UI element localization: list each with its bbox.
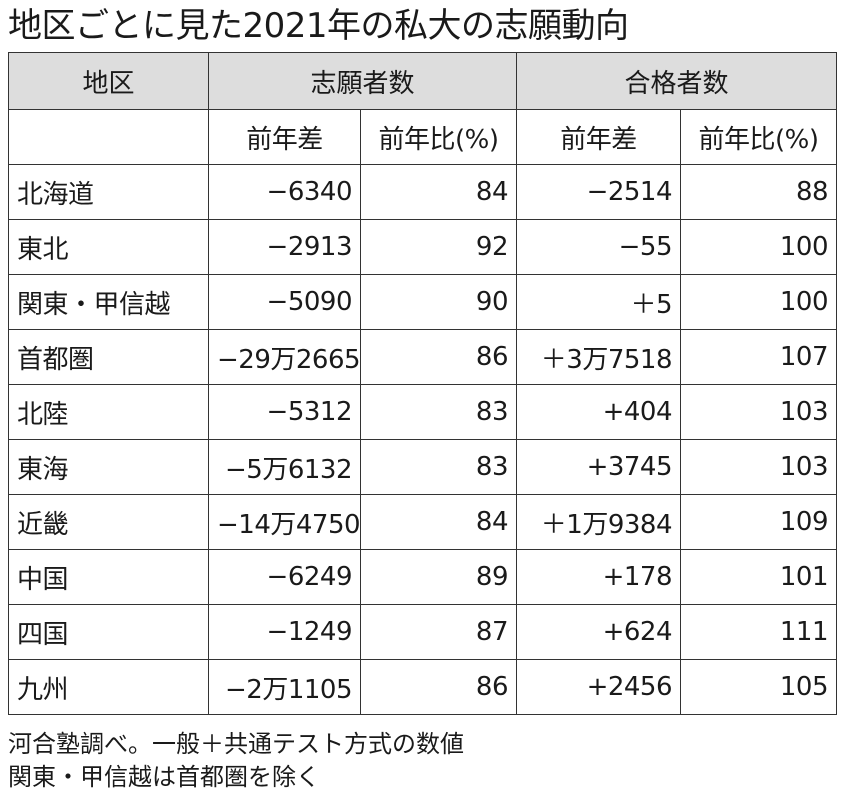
region-note: 関東・甲信越は首都圏を除く: [8, 763, 320, 791]
cell-admitted-ratio: 103: [680, 439, 838, 495]
cell-applicants-ratio: 89: [359, 549, 518, 605]
table-body: 北海道 −6340 84 −2514 88 東北 −2913 92 −55 100 関東・甲信越 −5…: [8, 164, 838, 715]
subheader-blank: [8, 109, 209, 165]
cell-admitted-ratio: 100: [680, 274, 838, 330]
cell-admitted-diff: +624: [516, 604, 682, 660]
subheader-admitted-ratio: 前年比(%): [680, 109, 838, 165]
cell-applicants-ratio: 90: [359, 274, 518, 330]
cell-applicants-ratio: 83: [359, 439, 518, 495]
table-row: 九州 −2万1105 86 +2456 105: [8, 659, 838, 715]
table-row: 東海 −5万6132 83 +3745 103: [8, 439, 838, 495]
cell-applicants-ratio: 87: [359, 604, 518, 660]
table-row: 中国 −6249 89 +178 101: [8, 549, 838, 605]
page-title: 地区ごとに見た2021年の私大の志願動向: [8, 6, 629, 46]
cell-admitted-ratio: 101: [680, 549, 838, 605]
cell-applicants-diff: −6340: [208, 164, 361, 220]
cell-applicants-diff: −14万4750: [208, 494, 361, 550]
cell-applicants-ratio: 83: [359, 384, 518, 440]
source-note: 河合塾調べ。一般＋共通テスト方式の数値: [8, 730, 464, 758]
cell-admitted-ratio: 88: [680, 164, 838, 220]
cell-applicants-diff: −5312: [208, 384, 361, 440]
cell-admitted-ratio: 109: [680, 494, 838, 550]
cell-region: 北海道: [8, 164, 209, 220]
cell-region: 九州: [8, 659, 209, 715]
header-region: 地区: [8, 52, 209, 110]
cell-applicants-diff: −1249: [208, 604, 361, 660]
cell-applicants-diff: −5万6132: [208, 439, 361, 495]
header-applicants: 志願者数: [207, 52, 518, 110]
cell-admitted-ratio: 100: [680, 219, 838, 275]
subheader-applicants-diff: 前年差: [208, 109, 361, 165]
cell-applicants-ratio: 92: [359, 219, 518, 275]
cell-applicants-diff: −29万2665: [208, 329, 361, 385]
cell-admitted-ratio: 103: [680, 384, 838, 440]
header-admitted: 合格者数: [516, 52, 838, 110]
table-row: 北海道 −6340 84 −2514 88: [8, 164, 838, 220]
cell-admitted-diff: ＋1万9384: [516, 494, 682, 550]
cell-region: 東北: [8, 219, 209, 275]
cell-applicants-ratio: 84: [359, 164, 518, 220]
cell-applicants-diff: −5090: [208, 274, 361, 330]
cell-admitted-ratio: 111: [680, 604, 838, 660]
cell-admitted-diff: +404: [516, 384, 682, 440]
table-row: 首都圏 −29万2665 86 ＋3万7518 107: [8, 329, 838, 385]
cell-admitted-diff: +178: [516, 549, 682, 605]
cell-region: 北陸: [8, 384, 209, 440]
cell-applicants-ratio: 86: [359, 329, 518, 385]
applicant-trend-table: 地区 志願者数 合格者数 前年差 前年比(%) 前年差 前年比(%) 北海道 −6…: [8, 52, 838, 715]
table-row: 関東・甲信越 −5090 90 ＋5 100: [8, 274, 838, 330]
cell-applicants-ratio: 86: [359, 659, 518, 715]
cell-admitted-diff: −55: [516, 219, 682, 275]
cell-region: 近畿: [8, 494, 209, 550]
cell-admitted-ratio: 107: [680, 329, 838, 385]
cell-admitted-diff: −2514: [516, 164, 682, 220]
cell-region: 関東・甲信越: [8, 274, 209, 330]
cell-admitted-ratio: 105: [680, 659, 838, 715]
cell-region: 首都圏: [8, 329, 209, 385]
cell-applicants-diff: −6249: [208, 549, 361, 605]
cell-applicants-diff: −2万1105: [208, 659, 361, 715]
cell-admitted-diff: ＋5: [516, 274, 682, 330]
subheader-admitted-diff: 前年差: [516, 109, 682, 165]
cell-applicants-ratio: 84: [359, 494, 518, 550]
table-subheader-row: 前年差 前年比(%) 前年差 前年比(%): [8, 109, 838, 165]
cell-applicants-diff: −2913: [208, 219, 361, 275]
cell-region: 東海: [8, 439, 209, 495]
table-header-row: 地区 志願者数 合格者数: [8, 52, 838, 110]
cell-region: 中国: [8, 549, 209, 605]
table-row: 四国 −1249 87 +624 111: [8, 604, 838, 660]
cell-admitted-diff: ＋3万7518: [516, 329, 682, 385]
table-row: 近畿 −14万4750 84 ＋1万9384 109: [8, 494, 838, 550]
subheader-applicants-ratio: 前年比(%): [359, 109, 518, 165]
cell-admitted-diff: +2456: [516, 659, 682, 715]
cell-admitted-diff: +3745: [516, 439, 682, 495]
table-row: 東北 −2913 92 −55 100: [8, 219, 838, 275]
table-row: 北陸 −5312 83 +404 103: [8, 384, 838, 440]
cell-region: 四国: [8, 604, 209, 660]
